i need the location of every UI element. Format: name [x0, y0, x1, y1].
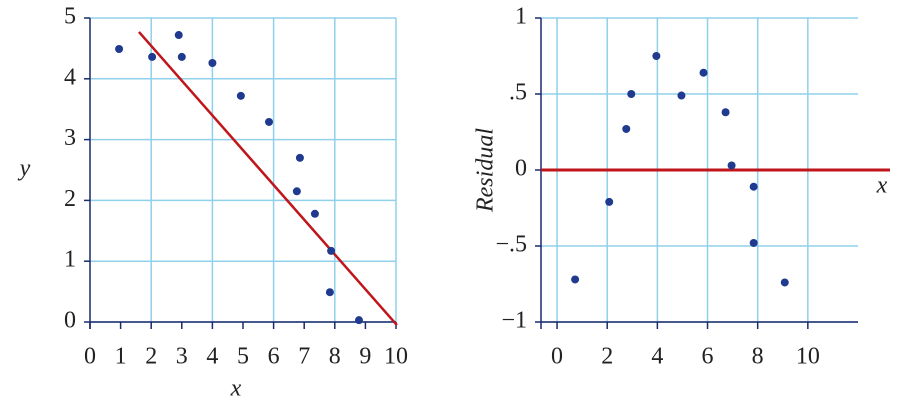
point [571, 275, 580, 284]
y-tick-label: 2 [64, 186, 76, 212]
point [354, 316, 363, 325]
x-tick-label: 4 [651, 344, 663, 370]
x-tick-label: 8 [329, 344, 341, 370]
x-tick-label: 5 [237, 344, 249, 370]
point [292, 187, 301, 196]
x-axis-label: x [230, 376, 242, 402]
y-tick-label: 0 [64, 308, 76, 334]
point [148, 52, 157, 61]
point [677, 91, 686, 100]
point [652, 52, 661, 60]
point [325, 288, 334, 297]
y-axis-label: y [18, 156, 31, 182]
point [780, 278, 789, 287]
x-axis-label: x [876, 173, 888, 199]
point [605, 197, 614, 206]
point [622, 124, 631, 133]
y-tick-label: 3 [64, 125, 76, 151]
point [327, 246, 336, 255]
point [177, 52, 186, 61]
y-tick-label: 1 [515, 4, 527, 30]
fit-line [138, 31, 398, 326]
point [749, 238, 758, 247]
x-tick-label: 7 [298, 344, 310, 370]
point [627, 90, 636, 98]
y-tick-label: 0 [515, 156, 527, 182]
y-axis-label: Residual [473, 128, 499, 213]
y-tick-label: 5 [64, 4, 76, 30]
x-tick-label: 4 [206, 344, 218, 370]
y-tick-label: −1 [501, 308, 527, 334]
point [699, 68, 708, 77]
point [115, 45, 124, 54]
x-tick-label: 6 [702, 344, 714, 370]
point [749, 182, 758, 191]
x-tick-label: 10 [796, 344, 820, 370]
point [295, 153, 304, 162]
y-tick-label: .5 [509, 80, 527, 106]
x-tick-label: 2 [145, 344, 157, 370]
x-tick-label: 0 [551, 344, 563, 370]
y-tick-label: 4 [64, 64, 76, 90]
point [236, 91, 245, 100]
x-tick-label: 0 [84, 344, 96, 370]
point [174, 31, 183, 40]
x-tick-label: 8 [752, 344, 764, 370]
point [208, 58, 217, 67]
x-tick-label: 9 [359, 344, 371, 370]
x-tick-label: 10 [384, 344, 408, 370]
point [721, 108, 730, 117]
x-tick-label: 1 [115, 344, 127, 370]
point [727, 161, 736, 170]
x-tick-label: 2 [601, 344, 613, 370]
y-tick-label: −.5 [495, 232, 527, 258]
point [310, 209, 319, 218]
x-tick-label: 3 [176, 344, 188, 370]
point [265, 117, 274, 126]
y-tick-label: 1 [64, 247, 76, 273]
x-tick-label: 6 [268, 344, 280, 370]
